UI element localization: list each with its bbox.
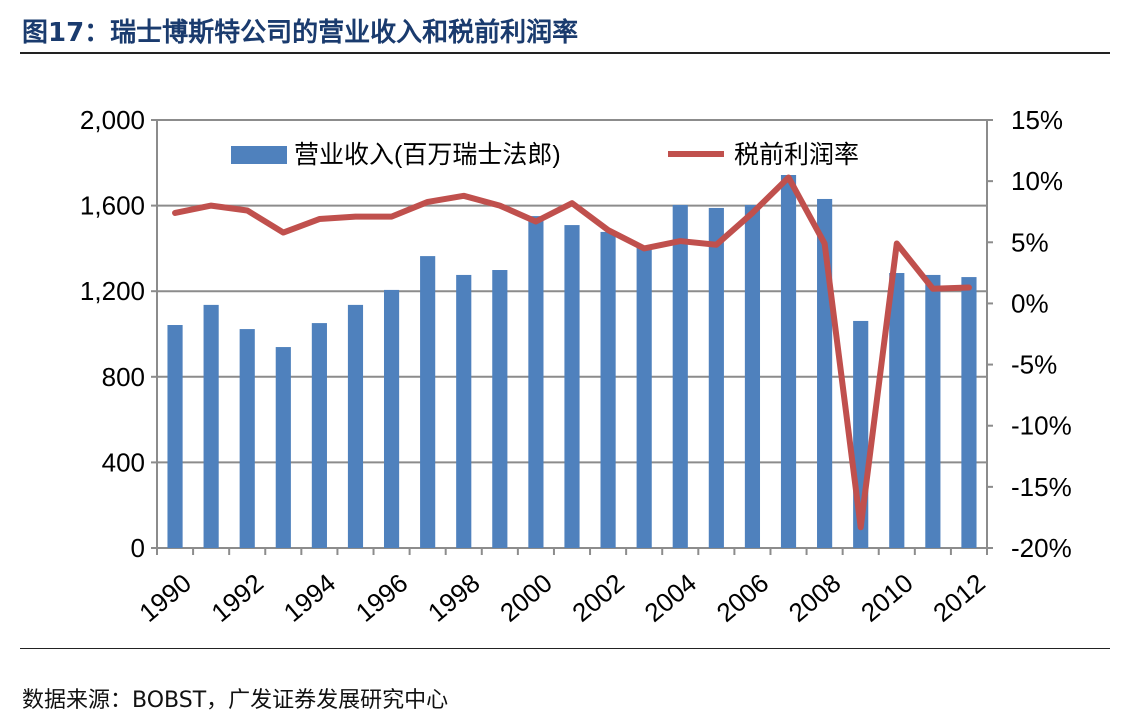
y-right-tick-label: 10% (1011, 166, 1063, 196)
y-left-tick-label: 2,000 (80, 105, 145, 135)
x-tick-label: 1996 (350, 568, 414, 628)
y-left-tick-label: 1,600 (80, 191, 145, 221)
y-right-tick-label: 5% (1011, 227, 1049, 257)
bar-1991 (203, 304, 219, 548)
x-tick-label: 2004 (639, 568, 703, 628)
bar-1990 (167, 325, 183, 548)
bar-1992 (239, 329, 255, 548)
x-tick-label: 2006 (711, 568, 775, 628)
y-right-tick-label: -15% (1011, 472, 1072, 502)
x-tick-label: 2010 (855, 568, 919, 628)
footer-divider (20, 648, 1110, 649)
bar-1999 (492, 270, 508, 548)
x-tick-label: 2002 (566, 568, 630, 628)
bar-1997 (420, 256, 436, 548)
legend-label-margin: 税前利润率 (734, 141, 859, 169)
bar-1994 (311, 323, 327, 548)
bar-2001 (564, 225, 580, 548)
bar-2010 (889, 273, 905, 548)
title-divider (20, 52, 1110, 54)
y-right-tick-label: -20% (1011, 533, 1072, 563)
bar-1993 (275, 347, 291, 548)
x-tick-label: 1990 (133, 568, 197, 628)
bar-1995 (347, 304, 364, 548)
x-tick-label: 1992 (205, 568, 269, 628)
bar-2000 (528, 216, 544, 548)
bar-2007 (780, 174, 797, 549)
legend-label-revenue: 营业收入(百万瑞士法郎) (294, 141, 561, 169)
bar-2003 (636, 246, 652, 548)
x-tick-label: 1998 (422, 568, 486, 628)
source-note: 数据来源：BOBST，广发证券发展研究中心 (22, 688, 449, 713)
y-right-tick-label: -10% (1011, 411, 1072, 441)
bar-2011 (925, 274, 941, 548)
y-left-tick-label: 0 (131, 533, 145, 563)
y-right-tick-label: 0% (1011, 288, 1049, 318)
y-left-tick-label: 1,200 (80, 276, 145, 306)
bar-2006 (744, 204, 761, 548)
bar-1998 (456, 274, 472, 548)
y-right-tick-label: -5% (1011, 350, 1057, 380)
x-tick-label: 2008 (783, 568, 847, 628)
bar-2002 (600, 231, 616, 548)
legend-swatch-revenue (231, 146, 287, 164)
bar-2012 (961, 277, 977, 548)
y-right-tick-label: 15% (1011, 105, 1063, 135)
bar-1996 (383, 289, 400, 548)
bar-2005 (708, 207, 724, 549)
y-left-tick-label: 800 (102, 362, 145, 392)
bar-2004 (672, 204, 688, 548)
y-left-tick-label: 400 (102, 447, 145, 477)
x-tick-label: 2000 (494, 568, 558, 628)
x-tick-label: 2012 (927, 568, 991, 628)
x-tick-label: 1994 (278, 568, 342, 628)
figure-title: 图17：瑞士博斯特公司的营业收入和税前利润率 (22, 18, 579, 48)
